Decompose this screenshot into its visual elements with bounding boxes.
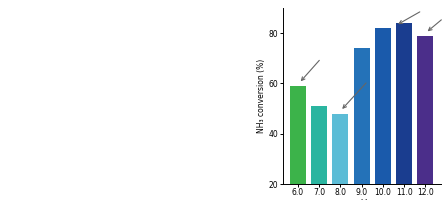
Bar xyxy=(290,86,306,200)
Bar xyxy=(311,106,327,200)
Bar xyxy=(375,28,391,200)
Bar xyxy=(332,114,348,200)
Bar xyxy=(354,48,369,200)
Bar xyxy=(396,23,412,200)
Bar xyxy=(417,36,433,200)
X-axis label: pH: pH xyxy=(355,199,368,200)
Y-axis label: NH₃ conversion (%): NH₃ conversion (%) xyxy=(257,59,266,133)
